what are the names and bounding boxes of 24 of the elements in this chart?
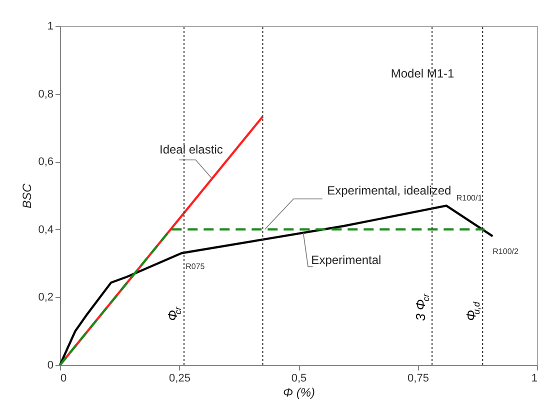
y-tick-label: 1 [47,20,54,32]
ref-line-label: Φcr [165,306,184,321]
ref-line-label: 3 Φcr [413,292,432,321]
x-tick-label: 0,5 [291,372,307,384]
x-tick-label: 0,75 [408,372,429,384]
annotation: R075 [186,262,206,272]
y-tick-label: 0,4 [38,224,54,236]
series-label: Ideal elastic [159,142,223,157]
line-series [58,204,494,366]
series-label: Experimental [311,252,382,267]
y-tick-label: 0,2 [38,292,54,304]
x-axis-title: Φ (%) [282,386,316,400]
annotation: R100/2 [492,247,519,256]
x-tick-label: 0,25 [169,372,190,384]
annotation: R100/1 [456,194,483,203]
x-tick-label: 1 [531,372,538,384]
ref-line-label: Φu,d [464,300,482,321]
annotation: Model M1-1 [390,66,455,80]
y-tick-label: 0,6 [38,156,54,168]
text: Experimental, idealized [327,183,452,198]
y-axis-title: BSC [20,183,34,208]
x-tick-label: 0 [60,372,67,384]
y-tick-label: 0,8 [38,88,54,100]
y-tick-label: 0 [47,360,54,372]
